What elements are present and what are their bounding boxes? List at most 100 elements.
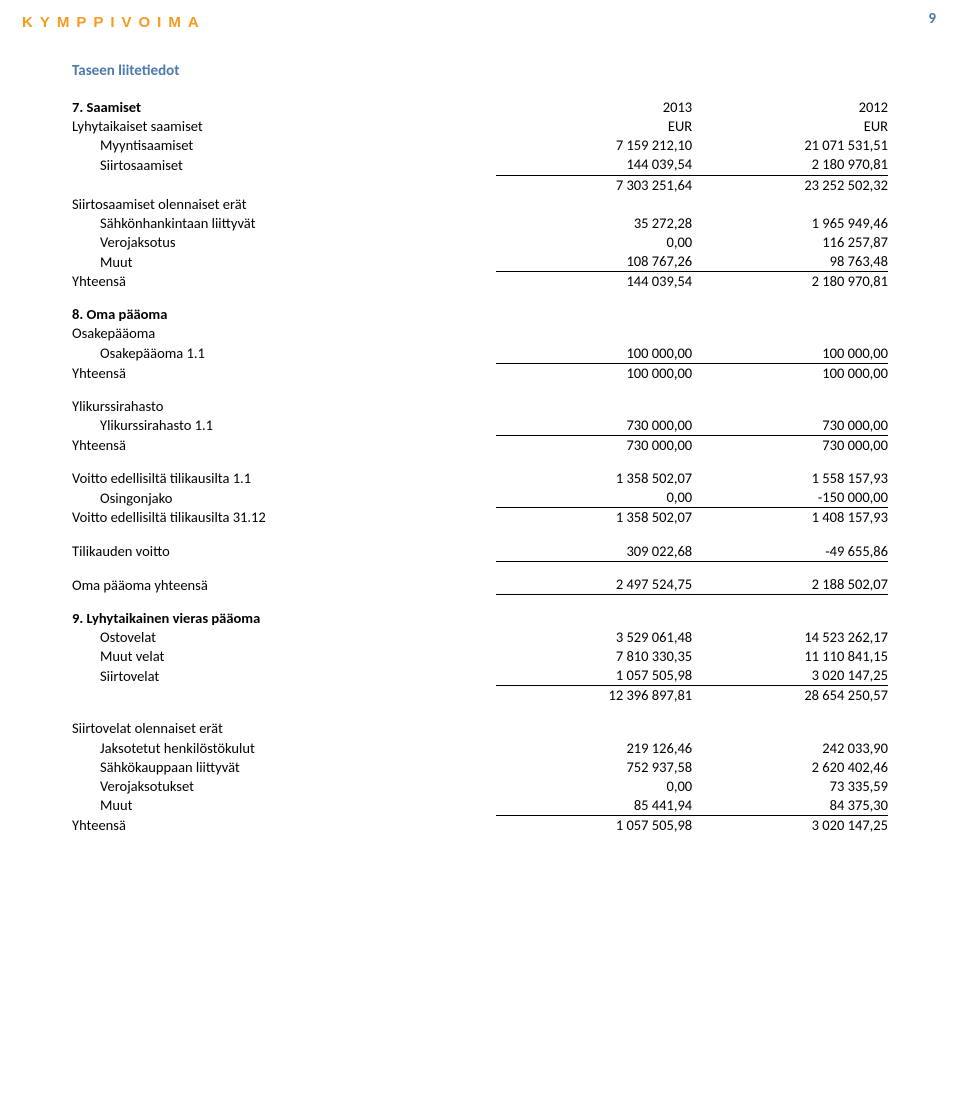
label: Siirtovelat bbox=[72, 666, 496, 686]
label: Voitto edellisiltä tilikausilta 1.1 bbox=[72, 469, 496, 488]
value: 1 057 505,98 bbox=[496, 816, 692, 836]
table-row: Yhteensä 730 000,00 730 000,00 bbox=[72, 436, 888, 456]
value: 100 000,00 bbox=[496, 344, 692, 364]
value: 3 020 147,25 bbox=[692, 666, 888, 686]
label: Verojaksotukset bbox=[72, 777, 496, 796]
value: 85 441,94 bbox=[496, 796, 692, 816]
label: Yhteensä bbox=[72, 436, 496, 456]
label: Tilikauden voitto bbox=[72, 542, 496, 562]
value: 1 358 502,07 bbox=[496, 469, 692, 488]
value: 0,00 bbox=[496, 488, 692, 508]
financial-table: 7. Saamiset 2013 2012 Lyhytaikaiset saam… bbox=[72, 98, 888, 835]
label: Jaksotetut henkilöstökulut bbox=[72, 739, 496, 758]
table-row: Muut 108 767,26 98 763,48 bbox=[72, 252, 888, 272]
value: 7 303 251,64 bbox=[496, 175, 692, 195]
table-row: 7. Saamiset 2013 2012 bbox=[72, 98, 888, 117]
heading: 7. Saamiset bbox=[72, 98, 496, 117]
table-row: Osakepääoma bbox=[72, 324, 888, 343]
value: 116 257,87 bbox=[692, 233, 888, 252]
label: Osakepääoma 1.1 bbox=[72, 344, 496, 364]
table-row: 8. Oma pääoma bbox=[72, 305, 888, 324]
value: 7 159 212,10 bbox=[496, 136, 692, 155]
table-row: Yhteensä 1 057 505,98 3 020 147,25 bbox=[72, 816, 888, 836]
table-row: Jaksotetut henkilöstökulut 219 126,46 24… bbox=[72, 739, 888, 758]
table-row: Osingonjako 0,00 -150 000,00 bbox=[72, 488, 888, 508]
value: 2 180 970,81 bbox=[692, 272, 888, 292]
table-row: Voitto edellisiltä tilikausilta 1.1 1 35… bbox=[72, 469, 888, 488]
value: 1 558 157,93 bbox=[692, 469, 888, 488]
value: 144 039,54 bbox=[496, 155, 692, 175]
label: Myyntisaamiset bbox=[72, 136, 496, 155]
section-title: Taseen liitetiedot bbox=[72, 62, 888, 80]
label: Sähkönhankintaan liittyvät bbox=[72, 214, 496, 233]
table-row: Sähkökauppaan liittyvät 752 937,58 2 620… bbox=[72, 758, 888, 777]
table-row: 9. Lyhytaikainen vieras pääoma bbox=[72, 609, 888, 628]
table-row: Sähkönhankintaan liittyvät 35 272,28 1 9… bbox=[72, 214, 888, 233]
value: 2 497 524,75 bbox=[496, 575, 692, 595]
table-row: Ylikurssirahasto bbox=[72, 397, 888, 416]
value: 108 767,26 bbox=[496, 252, 692, 272]
value: 0,00 bbox=[496, 233, 692, 252]
col-unit-2: EUR bbox=[692, 117, 888, 136]
value: 28 654 250,57 bbox=[692, 686, 888, 706]
value: 1 965 949,46 bbox=[692, 214, 888, 233]
label: Muut bbox=[72, 796, 496, 816]
heading: 9. Lyhytaikainen vieras pääoma bbox=[72, 609, 496, 628]
table-row: Ostovelat 3 529 061,48 14 523 262,17 bbox=[72, 628, 888, 647]
label: Oma pääoma yhteensä bbox=[72, 575, 496, 595]
table-row: 7 303 251,64 23 252 502,32 bbox=[72, 175, 888, 195]
label: Siirtovelat olennaiset erät bbox=[72, 719, 496, 738]
col-unit-1: EUR bbox=[496, 117, 692, 136]
table-row: Yhteensä 100 000,00 100 000,00 bbox=[72, 363, 888, 383]
label: Verojaksotus bbox=[72, 233, 496, 252]
value: 23 252 502,32 bbox=[692, 175, 888, 195]
value: 309 022,68 bbox=[496, 542, 692, 562]
value: 1 057 505,98 bbox=[496, 666, 692, 686]
table-row: Siirtosaamiset 144 039,54 2 180 970,81 bbox=[72, 155, 888, 175]
value: 242 033,90 bbox=[692, 739, 888, 758]
table-row: Myyntisaamiset 7 159 212,10 21 071 531,5… bbox=[72, 136, 888, 155]
value: 21 071 531,51 bbox=[692, 136, 888, 155]
value: 730 000,00 bbox=[496, 436, 692, 456]
table-row: Siirtovelat olennaiset erät bbox=[72, 719, 888, 738]
label: Ostovelat bbox=[72, 628, 496, 647]
table-row: Yhteensä 144 039,54 2 180 970,81 bbox=[72, 272, 888, 292]
table-row: Muut 85 441,94 84 375,30 bbox=[72, 796, 888, 816]
value: 100 000,00 bbox=[496, 363, 692, 383]
value: 12 396 897,81 bbox=[496, 686, 692, 706]
value: 73 335,59 bbox=[692, 777, 888, 796]
col-year-1: 2013 bbox=[496, 98, 692, 117]
logo: KYMPPIVOIMA bbox=[22, 14, 206, 31]
value: 144 039,54 bbox=[496, 272, 692, 292]
value: 219 126,46 bbox=[496, 739, 692, 758]
value: 3 529 061,48 bbox=[496, 628, 692, 647]
value: 35 272,28 bbox=[496, 214, 692, 233]
value: 14 523 262,17 bbox=[692, 628, 888, 647]
table-row: Siirtosaamiset olennaiset erät bbox=[72, 195, 888, 214]
table-row: Ylikurssirahasto 1.1 730 000,00 730 000,… bbox=[72, 416, 888, 436]
label: Ylikurssirahasto 1.1 bbox=[72, 416, 496, 436]
page-number: 9 bbox=[928, 10, 936, 28]
label: Siirtosaamiset bbox=[72, 155, 496, 175]
table-row: Siirtovelat 1 057 505,98 3 020 147,25 bbox=[72, 666, 888, 686]
value: 7 810 330,35 bbox=[496, 647, 692, 666]
value: 730 000,00 bbox=[496, 416, 692, 436]
label: Yhteensä bbox=[72, 272, 496, 292]
label: Muut bbox=[72, 252, 496, 272]
value: 2 188 502,07 bbox=[692, 575, 888, 595]
value: 3 020 147,25 bbox=[692, 816, 888, 836]
heading: 8. Oma pääoma bbox=[72, 305, 496, 324]
value: 2 180 970,81 bbox=[692, 155, 888, 175]
value: 84 375,30 bbox=[692, 796, 888, 816]
value: 11 110 841,15 bbox=[692, 647, 888, 666]
label: Voitto edellisiltä tilikausilta 31.12 bbox=[72, 508, 496, 528]
value: -150 000,00 bbox=[692, 488, 888, 508]
table-row: Oma pääoma yhteensä 2 497 524,75 2 188 5… bbox=[72, 575, 888, 595]
table-row: Verojaksotus 0,00 116 257,87 bbox=[72, 233, 888, 252]
table-row: Muut velat 7 810 330,35 11 110 841,15 bbox=[72, 647, 888, 666]
value: 752 937,58 bbox=[496, 758, 692, 777]
table-row: Tilikauden voitto 309 022,68 -49 655,86 bbox=[72, 542, 888, 562]
label: Yhteensä bbox=[72, 816, 496, 836]
label: Sähkökauppaan liittyvät bbox=[72, 758, 496, 777]
label: Osakepääoma bbox=[72, 324, 496, 343]
